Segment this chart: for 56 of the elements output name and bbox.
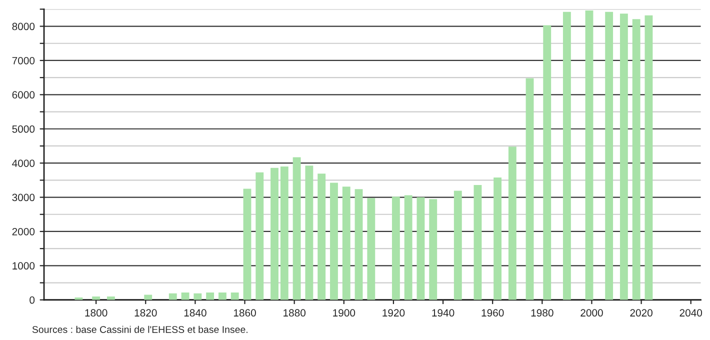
bar [218, 292, 226, 300]
x-tick-label: 1940 [432, 309, 454, 317]
bar [230, 292, 239, 300]
bar [585, 10, 594, 300]
bar [181, 292, 190, 300]
bar [632, 19, 640, 300]
bar [508, 146, 516, 300]
y-tick-label: 0 [30, 296, 35, 304]
bar [354, 189, 363, 300]
x-tick-label: 1840 [184, 309, 206, 317]
bar [620, 14, 628, 300]
y-tick-label: 2000 [12, 228, 35, 236]
bar [194, 293, 202, 300]
bar [392, 196, 400, 300]
bar [416, 197, 425, 300]
x-tick-label: 1860 [234, 309, 256, 317]
bar [206, 292, 214, 300]
bar [367, 198, 376, 300]
y-tick-label: 7000 [12, 56, 35, 64]
bar [342, 186, 350, 300]
bar [280, 166, 288, 300]
x-tick-label: 1980 [531, 309, 554, 317]
x-tick-label: 1880 [284, 309, 306, 317]
bar [543, 25, 552, 300]
x-tick-label: 2040 [680, 309, 702, 317]
x-tick-label: 1920 [382, 309, 405, 317]
bar [644, 15, 653, 300]
source-note: Sources : base Cassini de l'EHESS et base Insee. [32, 326, 248, 333]
bar [562, 12, 571, 300]
x-tick-label: 1960 [482, 309, 504, 317]
y-tick-label: 4000 [12, 160, 35, 167]
bar [292, 157, 301, 300]
bar [494, 177, 502, 300]
y-tick-label: 1000 [12, 262, 35, 270]
x-tick-label: 2020 [630, 309, 652, 317]
bar [330, 182, 338, 300]
x-tick-label: 1800 [85, 309, 108, 317]
x-tick-label: 1900 [333, 309, 356, 317]
bar [270, 168, 278, 300]
x-tick-label: 2000 [580, 309, 603, 317]
y-tick-label: 3000 [12, 194, 35, 202]
bar [243, 188, 252, 300]
x-tick-label: 1820 [134, 309, 157, 317]
y-tick-label: 5000 [12, 125, 35, 133]
bar [305, 166, 314, 300]
y-tick-label: 8000 [12, 22, 35, 30]
bar [404, 195, 412, 300]
bar [168, 293, 177, 300]
bar [474, 184, 482, 300]
bar [318, 174, 326, 300]
bar [429, 199, 438, 300]
bar [454, 190, 462, 300]
bar [526, 78, 534, 300]
bar [256, 172, 264, 300]
bar [605, 12, 614, 300]
y-tick-label: 6000 [12, 91, 35, 99]
